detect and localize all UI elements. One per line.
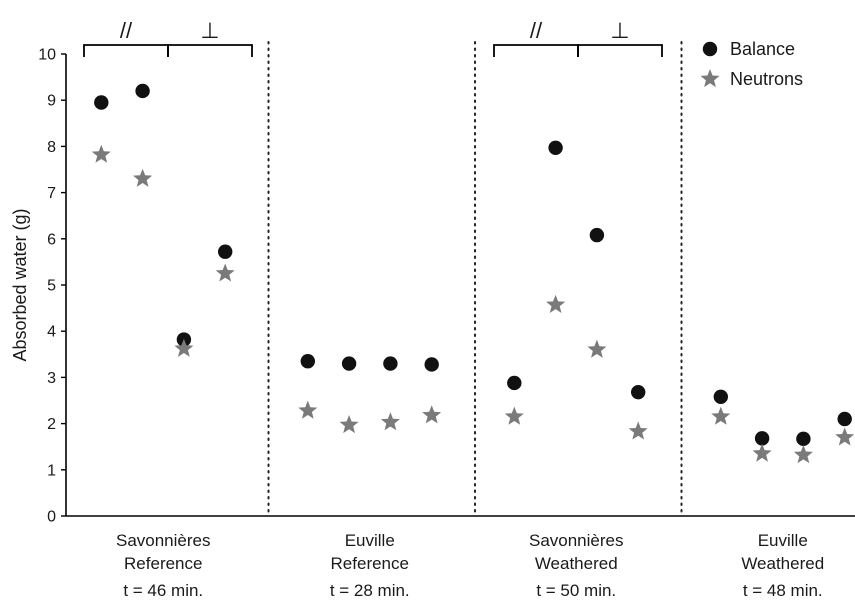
orientation-bracket xyxy=(83,44,169,57)
orientation-bracket xyxy=(493,44,579,57)
y-axis-title: Absorbed water (g) xyxy=(10,208,30,361)
balance-point xyxy=(754,431,770,446)
group-label-line2: Reference xyxy=(331,554,409,573)
neutrons-point xyxy=(628,421,648,440)
y-tick-label: 6 xyxy=(47,231,56,248)
balance-point xyxy=(713,389,728,405)
group-time-label: t = 50 min. xyxy=(536,581,616,600)
neutrons-point xyxy=(380,412,400,431)
balance-point xyxy=(94,95,109,110)
neutrons-point xyxy=(835,427,855,446)
balance-point xyxy=(341,356,357,371)
y-tick-label: 5 xyxy=(47,278,56,295)
neutrons-point xyxy=(91,144,111,163)
group-time-label: t = 28 min. xyxy=(330,581,410,600)
y-tick-label: 2 xyxy=(47,416,56,433)
y-tick-label: 3 xyxy=(47,370,56,387)
group-label-line2: Reference xyxy=(124,554,202,573)
y-tick-label: 8 xyxy=(47,139,56,156)
y-tick-label: 7 xyxy=(47,185,56,202)
perpendicular-label: ⊥ xyxy=(610,18,629,43)
neutrons-point xyxy=(174,338,194,357)
group-label-line2: Weathered xyxy=(535,554,618,573)
balance-point xyxy=(507,375,522,391)
legend-balance-label: Balance xyxy=(730,39,795,59)
balance-point xyxy=(796,431,811,447)
y-tick-label: 10 xyxy=(38,47,56,64)
neutrons-point xyxy=(422,405,442,424)
neutrons-point xyxy=(752,443,772,462)
orientation-bracket xyxy=(577,44,663,57)
balance-point xyxy=(218,244,233,259)
y-tick-label: 4 xyxy=(47,324,56,341)
orientation-bracket xyxy=(167,44,253,57)
group-label-line1: Euville xyxy=(758,531,808,550)
group-time-label: t = 46 min. xyxy=(123,581,203,600)
balance-point xyxy=(589,227,605,243)
parallel-label: // xyxy=(530,18,543,43)
neutrons-point xyxy=(711,406,731,425)
balance-point xyxy=(135,83,150,99)
legend-neutrons-marker xyxy=(700,69,720,88)
neutrons-point xyxy=(215,263,235,282)
neutrons-point xyxy=(587,339,607,358)
legend-neutrons-label: Neutrons xyxy=(730,69,803,89)
y-tick-label: 9 xyxy=(47,93,56,110)
group-label-line2: Weathered xyxy=(741,554,824,573)
balance-point xyxy=(383,356,398,371)
balance-point xyxy=(548,140,563,155)
neutrons-point xyxy=(339,414,359,434)
neutrons-point xyxy=(504,406,524,425)
group-time-label: t = 48 min. xyxy=(743,581,823,600)
perpendicular-label: ⊥ xyxy=(200,18,219,43)
y-tick-label: 0 xyxy=(47,509,56,526)
neutrons-point xyxy=(793,445,813,464)
balance-point xyxy=(300,354,315,369)
neutrons-point xyxy=(546,294,566,313)
parallel-label: // xyxy=(120,18,133,43)
neutrons-point xyxy=(298,400,318,419)
balance-point xyxy=(631,384,646,400)
legend-balance-marker xyxy=(702,41,718,57)
group-label-line1: Savonnières xyxy=(116,531,211,550)
balance-point xyxy=(424,357,439,372)
group-label-line1: Savonnières xyxy=(529,531,624,550)
neutrons-point xyxy=(133,168,153,187)
balance-point xyxy=(837,411,852,427)
group-label-line1: Euville xyxy=(345,531,395,550)
y-tick-label: 1 xyxy=(47,462,56,479)
